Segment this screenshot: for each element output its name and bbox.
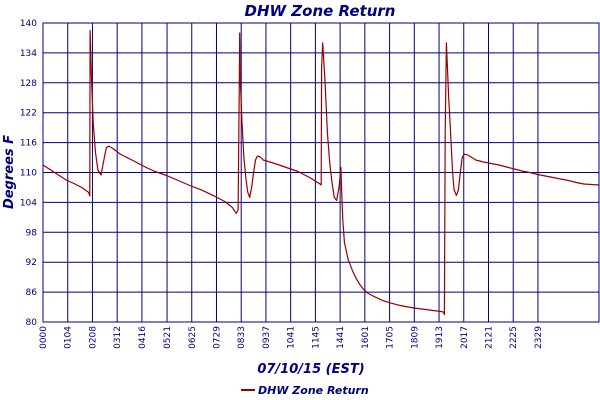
y-tick-label: 140	[20, 19, 37, 29]
x-tick-label: 0625	[188, 326, 198, 349]
x-tick-label: 0104	[64, 326, 74, 349]
plot-frame	[42, 22, 600, 323]
series-layer	[42, 29, 600, 316]
chart-title: DHW Zone Return	[245, 2, 396, 20]
legend: DHW Zone Return	[241, 384, 369, 397]
x-tick-label: 0729	[212, 326, 222, 349]
x-tick-label: 0000	[39, 326, 49, 349]
y-tick-labels: 80 86 92 98 104 110 116 122 128 134 140	[20, 19, 37, 328]
y-tick-label: 86	[26, 288, 38, 298]
x-tick-label: 0416	[138, 326, 148, 349]
x-tick-label: 2225	[509, 326, 519, 349]
x-axis-title: 07/10/15 (EST)	[257, 362, 364, 377]
x-tick-label: 1913	[435, 326, 445, 349]
x-tick-label: 0937	[262, 326, 272, 349]
y-tick-label: 134	[20, 49, 37, 59]
x-tick-label: 0312	[113, 326, 123, 349]
y-tick-label: 122	[20, 109, 37, 119]
x-tick-label: 1601	[361, 326, 371, 349]
x-tick-labels: 0000 0104 0208 0312 0416 0521 0625 0729 0833 0937…	[39, 326, 544, 349]
x-tick-label: 0833	[237, 326, 247, 349]
legend-label: DHW Zone Return	[258, 384, 369, 397]
y-tick-label: 116	[20, 139, 37, 149]
y-tick-label: 110	[20, 169, 37, 179]
x-tick-label: 0521	[163, 326, 173, 349]
x-tick-label: 1041	[287, 326, 297, 349]
x-tick-label: 1145	[311, 326, 321, 349]
y-tick-label: 80	[26, 318, 38, 328]
x-tick-label: 2329	[534, 326, 544, 349]
x-tick-label: 1705	[386, 326, 396, 349]
series-line-0	[42, 29, 600, 316]
y-tick-label: 104	[20, 198, 37, 208]
y-tick-label: 128	[20, 79, 37, 89]
x-tick-label: 2121	[484, 326, 494, 349]
x-tick-label: 2017	[460, 326, 470, 349]
y-tick-label: 92	[26, 258, 37, 268]
x-tick-label: 0208	[88, 326, 98, 349]
x-tick-label: 1809	[410, 326, 420, 349]
y-axis-title: Degrees F	[2, 135, 17, 209]
y-tick-label: 98	[26, 228, 38, 238]
x-tick-label: 1441	[336, 326, 346, 349]
